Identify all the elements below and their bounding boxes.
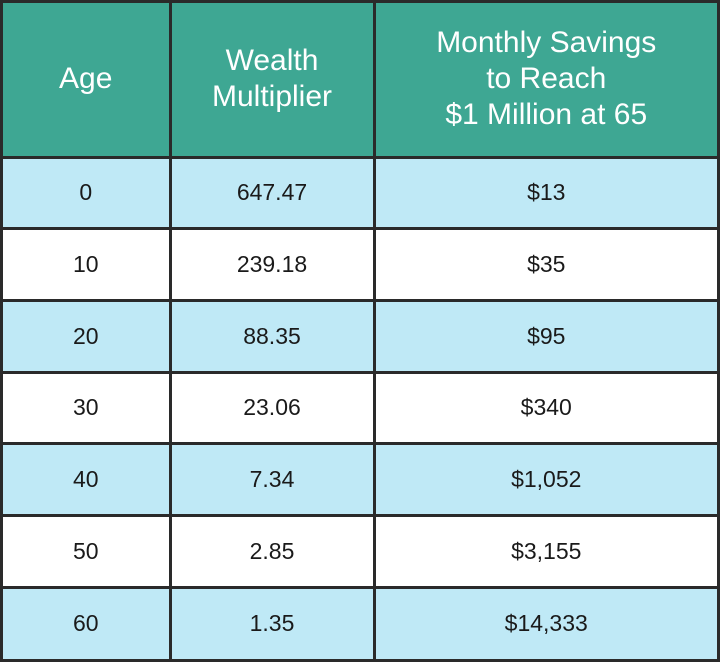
cell-text: 10 — [72, 251, 99, 278]
table-cell: 7.34 — [171, 445, 373, 515]
cell-text: $95 — [527, 322, 566, 349]
cell-text: 647.47 — [236, 179, 308, 206]
cell-text: 239.18 — [236, 251, 308, 278]
table-cell: 647.47 — [171, 158, 373, 228]
header-text: Wealth — [225, 44, 319, 78]
cell-text: $1,052 — [511, 466, 582, 493]
table-cell: 40 — [3, 445, 169, 515]
cell-text: 23.06 — [243, 394, 301, 421]
cell-text: 7.34 — [249, 466, 295, 493]
cell-text: $35 — [527, 251, 566, 278]
cell-text: 1.35 — [249, 610, 295, 637]
header-text: Age — [59, 62, 113, 96]
table-cell: $95 — [375, 301, 717, 371]
cell-text: 40 — [72, 466, 99, 493]
table-cell: 50 — [3, 517, 169, 586]
header-text: to Reach — [486, 62, 607, 96]
cell-text: $14,333 — [504, 610, 588, 637]
header-text: $1 Million at 65 — [445, 98, 648, 132]
table-cell: 20 — [3, 301, 169, 371]
cell-text: 30 — [72, 394, 99, 421]
table-cell: 239.18 — [171, 230, 373, 299]
table-cell: $3,155 — [375, 517, 717, 586]
table-cell: 60 — [3, 588, 169, 659]
cell-text: $340 — [520, 394, 572, 421]
cell-text: 60 — [72, 610, 99, 637]
table-cell: $340 — [375, 373, 717, 443]
table-cell: 10 — [3, 230, 169, 299]
table-cell: 23.06 — [171, 373, 373, 443]
cell-text: $13 — [527, 179, 566, 206]
cell-text: 50 — [72, 537, 99, 564]
header-cell: Monthly Savings to Reach $1 Million at 65 — [375, 3, 717, 156]
cell-text: 20 — [72, 322, 99, 349]
table-cell: $13 — [375, 158, 717, 228]
cell-text: 88.35 — [243, 322, 301, 349]
header-cell: Wealth Multiplier — [171, 3, 373, 156]
cell-text: 0 — [79, 179, 93, 206]
cell-text: $3,155 — [511, 537, 582, 564]
table-cell: $35 — [375, 230, 717, 299]
table-cell: 88.35 — [171, 301, 373, 371]
table-cell: 30 — [3, 373, 169, 443]
table-cell: $14,333 — [375, 588, 717, 659]
cell-text: 2.85 — [249, 537, 295, 564]
table-cell: 2.85 — [171, 517, 373, 586]
table-cell: 1.35 — [171, 588, 373, 659]
header-text: Monthly Savings — [436, 26, 657, 60]
table-cell: 0 — [3, 158, 169, 228]
table-cell: $1,052 — [375, 445, 717, 515]
header-cell: Age — [3, 3, 169, 156]
header-text: Multiplier — [211, 80, 333, 114]
